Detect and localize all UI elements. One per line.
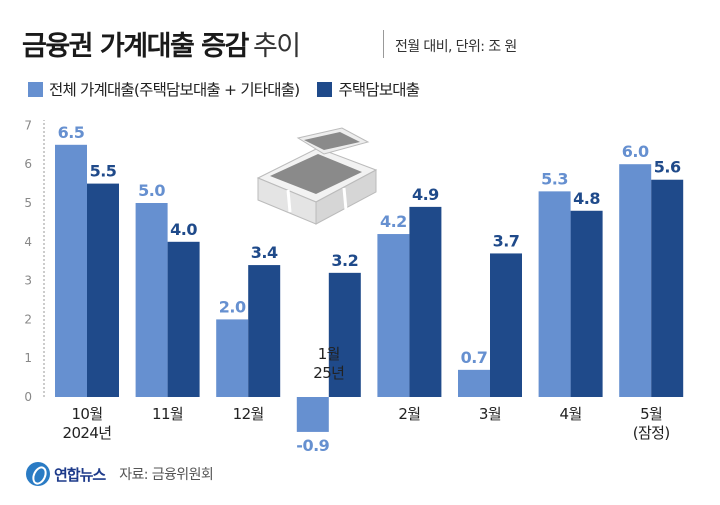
- bar-total: [135, 203, 168, 397]
- bar-mortgage: [490, 253, 522, 397]
- x-tick-label: 25년: [313, 364, 344, 382]
- x-tick-label: 12월: [233, 405, 264, 423]
- x-tick-label: 4월: [560, 405, 582, 423]
- data-label: 4.8: [573, 189, 600, 208]
- legend-label-mortgage: 주택담보대출: [338, 81, 420, 99]
- x-tick-label: 3월: [479, 405, 501, 423]
- logo-text: 연합뉴스: [54, 465, 106, 484]
- data-label: 3.7: [493, 231, 520, 250]
- data-label: 6.0: [622, 142, 649, 161]
- title-main: 금융권 가계대출 증감: [22, 31, 249, 62]
- footer: 연합뉴스 자료: 금융위원회: [26, 462, 214, 486]
- data-label: 5.5: [90, 162, 117, 181]
- bar-mortgage: [409, 206, 442, 397]
- bar-mortgage: [651, 179, 684, 397]
- legend-item-total: 전체 가계대출(주택담보대출 + 기타대출): [28, 78, 300, 100]
- y-tick-label: 5: [24, 196, 32, 210]
- title-divider: [383, 30, 384, 58]
- data-label: 3.4: [251, 243, 278, 262]
- bar-total: [55, 144, 87, 397]
- title-suffix: 추이: [252, 31, 301, 62]
- data-label: 2.0: [219, 297, 246, 316]
- bar-total: [619, 164, 652, 397]
- data-label: 3.2: [331, 251, 358, 270]
- legend-swatch-total: [28, 81, 43, 97]
- money-stack-icon: [256, 127, 378, 225]
- data-label: -0.9: [296, 436, 329, 455]
- chart-subtitle: 전월 대비, 단위: 조 원: [395, 39, 517, 55]
- bar-total: [458, 369, 490, 397]
- data-label: 5.0: [138, 181, 165, 200]
- y-tick-label: 3: [24, 274, 32, 288]
- bar-mortgage: [570, 210, 603, 397]
- legend-label-total: 전체 가계대출(주택담보대출 + 기타대출): [49, 81, 300, 99]
- x-tick-label: 11월: [152, 405, 183, 423]
- data-label: 4.9: [412, 185, 439, 204]
- data-label: 6.5: [58, 123, 85, 142]
- bar-total: [538, 191, 571, 397]
- y-tick-label: 6: [24, 157, 32, 171]
- bar-mortgage: [328, 272, 361, 397]
- x-tick-label: (잠정): [633, 424, 670, 442]
- bar-total: [216, 319, 249, 397]
- x-tick-label: 5월: [640, 405, 662, 423]
- bar-total: [296, 397, 329, 432]
- y-tick-label: 7: [24, 118, 32, 132]
- yonhap-logo-icon: [26, 462, 50, 486]
- legend-item-mortgage: 주택담보대출: [317, 78, 420, 100]
- x-tick-label: 2월: [398, 405, 420, 423]
- bar-total: [377, 234, 410, 397]
- y-tick-label: 1: [24, 351, 32, 365]
- data-label: 5.3: [541, 169, 568, 188]
- x-tick-label: 2024년: [63, 424, 112, 442]
- x-tick-label: 10월: [71, 405, 102, 423]
- bar-mortgage: [87, 183, 119, 397]
- legend-swatch-mortgage: [317, 81, 333, 97]
- y-tick-label: 2: [24, 312, 32, 326]
- page-title: 금융권 가계대출 증감 추이: [22, 24, 301, 64]
- y-tick-label: 4: [24, 235, 32, 249]
- data-label: 0.7: [461, 348, 488, 367]
- y-tick-label: 0: [24, 390, 32, 404]
- bar-mortgage: [167, 241, 200, 397]
- data-label: 4.0: [170, 220, 197, 239]
- legend: 전체 가계대출(주택담보대출 + 기타대출) 주택담보대출: [28, 78, 437, 100]
- data-label: 5.6: [654, 158, 681, 177]
- bar-mortgage: [248, 265, 281, 397]
- source-note: 자료: 금융위원회: [119, 467, 214, 483]
- data-label: 4.2: [380, 212, 407, 231]
- x-tick-label: 1월: [318, 345, 340, 363]
